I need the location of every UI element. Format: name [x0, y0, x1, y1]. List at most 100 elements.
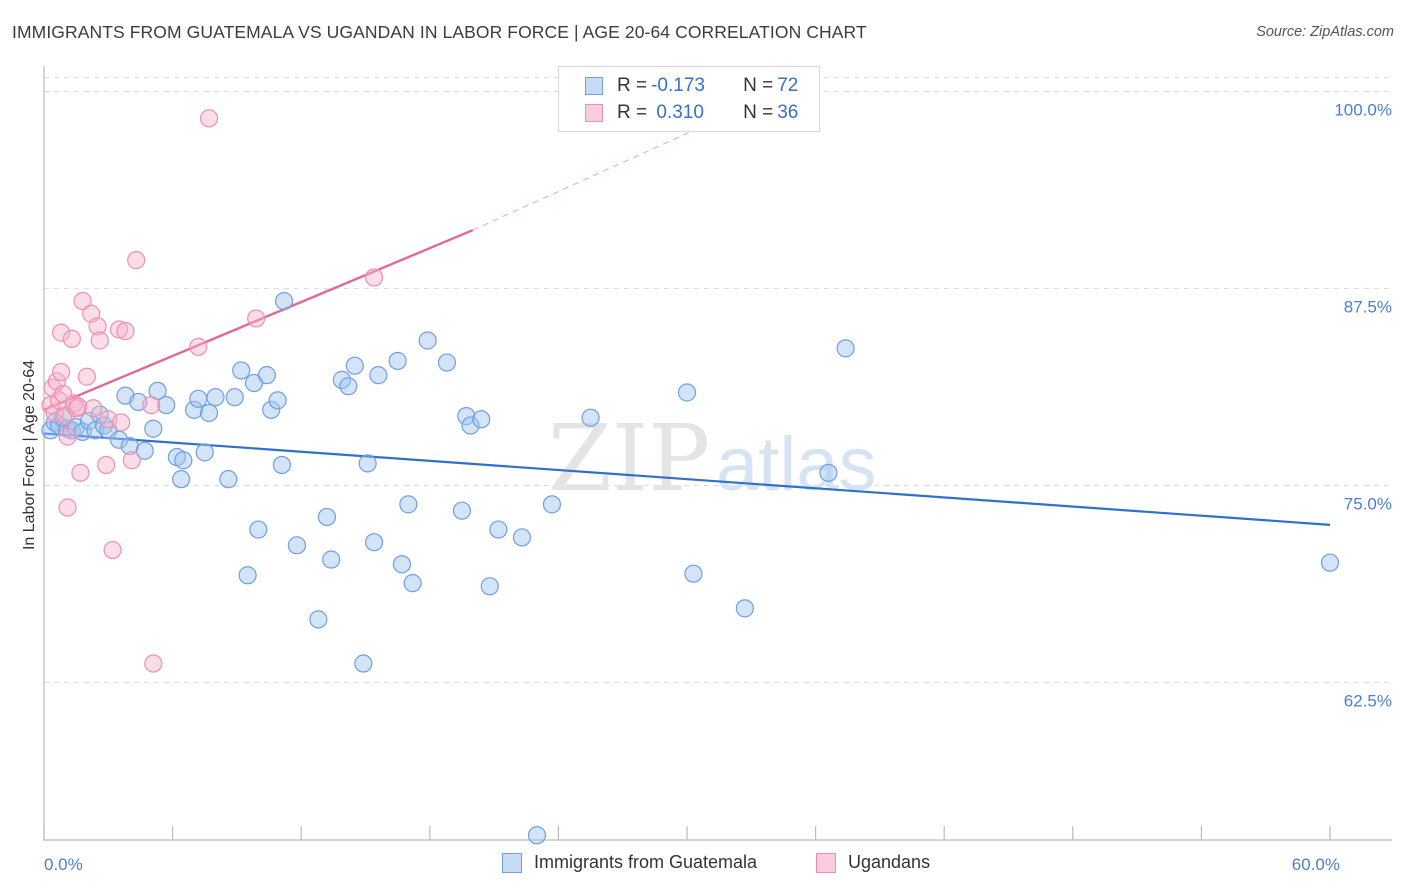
legend-r-value: 0.310	[651, 102, 704, 123]
point-ugandan	[71, 463, 90, 482]
series-legend-guatemala: Immigrants from Guatemala	[502, 852, 757, 873]
legend-n-value: 36	[777, 102, 799, 123]
point-ugandan	[109, 320, 129, 339]
tick-labels: 100.0% 87.5% 75.0% 62.5% 0.0% 60.0%	[44, 101, 1392, 874]
point-guatemala	[461, 416, 480, 435]
point-guatemala	[309, 610, 328, 629]
point-ugandan	[122, 451, 141, 470]
point-guatemala	[257, 366, 277, 385]
point-guatemala	[480, 577, 499, 596]
point-guatemala	[272, 455, 292, 475]
trend-line-guatemala	[43, 432, 1331, 526]
point-ugandan	[116, 321, 135, 341]
point-ugandan	[90, 331, 109, 350]
point-guatemala	[512, 528, 532, 547]
legend-row-guatemala: R = -0.173 N = 72	[585, 74, 798, 98]
point-guatemala	[184, 400, 204, 419]
legend-n-label: N =	[743, 75, 774, 96]
source-label: Source: ZipAtlas.com	[1256, 24, 1394, 40]
point-guatemala	[206, 388, 225, 407]
point-ugandan	[103, 540, 122, 560]
point-ugandan	[97, 455, 116, 475]
legend-row-ugandans: R = 0.310 N = 36	[585, 101, 798, 125]
point-ugandan	[77, 367, 96, 386]
point-guatemala	[472, 410, 491, 429]
point-guatemala	[268, 391, 287, 410]
point-guatemala	[677, 383, 697, 402]
point-guatemala	[369, 366, 388, 385]
point-guatemala	[1320, 553, 1340, 572]
series-swatch-blue	[502, 852, 522, 873]
point-guatemala	[322, 550, 341, 569]
point-guatemala	[195, 443, 214, 462]
point-guatemala	[189, 389, 208, 408]
trend-lines	[43, 94, 1331, 526]
point-guatemala	[457, 407, 476, 426]
series-name-guatemala: Immigrants from Guatemala	[534, 852, 758, 872]
trend-line-ugandans	[43, 229, 474, 411]
point-guatemala	[345, 356, 364, 375]
point-guatemala	[819, 463, 838, 482]
series-legend-ugandans: Ugandans	[816, 852, 930, 873]
point-ugandan	[52, 323, 71, 342]
y-tick-label: 87.5%	[1344, 297, 1392, 316]
point-guatemala	[157, 395, 176, 415]
point-guatemala	[684, 564, 703, 583]
point-guatemala	[238, 566, 257, 585]
point-ugandan	[58, 427, 77, 446]
series-legend: Immigrants from Guatemala Ugandans	[0, 852, 1406, 876]
watermark-zip: ZIP	[548, 405, 710, 512]
point-guatemala	[199, 403, 219, 423]
point-guatemala	[388, 351, 407, 371]
point-guatemala	[418, 331, 437, 350]
point-guatemala	[249, 520, 268, 539]
point-ugandan	[144, 654, 163, 673]
point-ugandan	[112, 413, 131, 432]
watermark-atlas: atlas	[716, 422, 877, 507]
point-ugandan	[58, 498, 77, 517]
point-guatemala	[274, 291, 294, 311]
point-ugandan	[84, 399, 103, 418]
point-guatemala	[317, 507, 337, 527]
point-ugandan	[199, 109, 219, 128]
point-ugandan	[62, 329, 81, 349]
series-swatch-pink	[816, 852, 836, 873]
y-tick-label: 75.0%	[1344, 494, 1392, 513]
y-tick-label: 62.5%	[1344, 691, 1392, 710]
point-guatemala	[403, 574, 422, 593]
point-ugandan	[127, 251, 146, 270]
legend-swatch-blue	[585, 77, 603, 95]
point-guatemala	[364, 533, 384, 552]
point-ugandan	[189, 337, 208, 356]
legend-r-label: R =	[617, 75, 648, 96]
x-tick-label: 60.0%	[1292, 855, 1340, 874]
point-guatemala	[399, 495, 418, 514]
point-guatemala	[392, 555, 412, 574]
point-guatemala	[581, 408, 600, 427]
point-ugandan	[364, 268, 384, 287]
y-tick-label: 100.0%	[1334, 101, 1392, 120]
point-guatemala	[437, 353, 457, 372]
point-ugandan	[73, 291, 92, 311]
point-guatemala	[339, 377, 358, 396]
point-guatemala	[489, 520, 508, 539]
point-ugandan	[52, 362, 71, 382]
legend-r-value: -0.173	[651, 75, 705, 96]
point-guatemala	[542, 495, 562, 514]
legend-r-label: R =	[617, 102, 648, 123]
point-ugandan	[88, 317, 107, 336]
point-guatemala	[174, 451, 193, 470]
axes	[43, 66, 1392, 841]
point-ugandan	[247, 309, 266, 328]
point-guatemala	[262, 400, 281, 419]
point-guatemala	[354, 654, 373, 673]
legend-swatch-pink	[585, 104, 603, 122]
y-axis-label: In Labor Force | Age 20-64	[21, 360, 38, 550]
x-tick-label: 0.0%	[44, 855, 83, 874]
point-guatemala	[135, 441, 154, 460]
point-guatemala	[219, 470, 238, 489]
series-name-ugandans: Ugandans	[848, 852, 931, 872]
point-guatemala	[527, 826, 547, 845]
data-points	[41, 109, 1340, 845]
point-ugandan	[142, 395, 161, 415]
